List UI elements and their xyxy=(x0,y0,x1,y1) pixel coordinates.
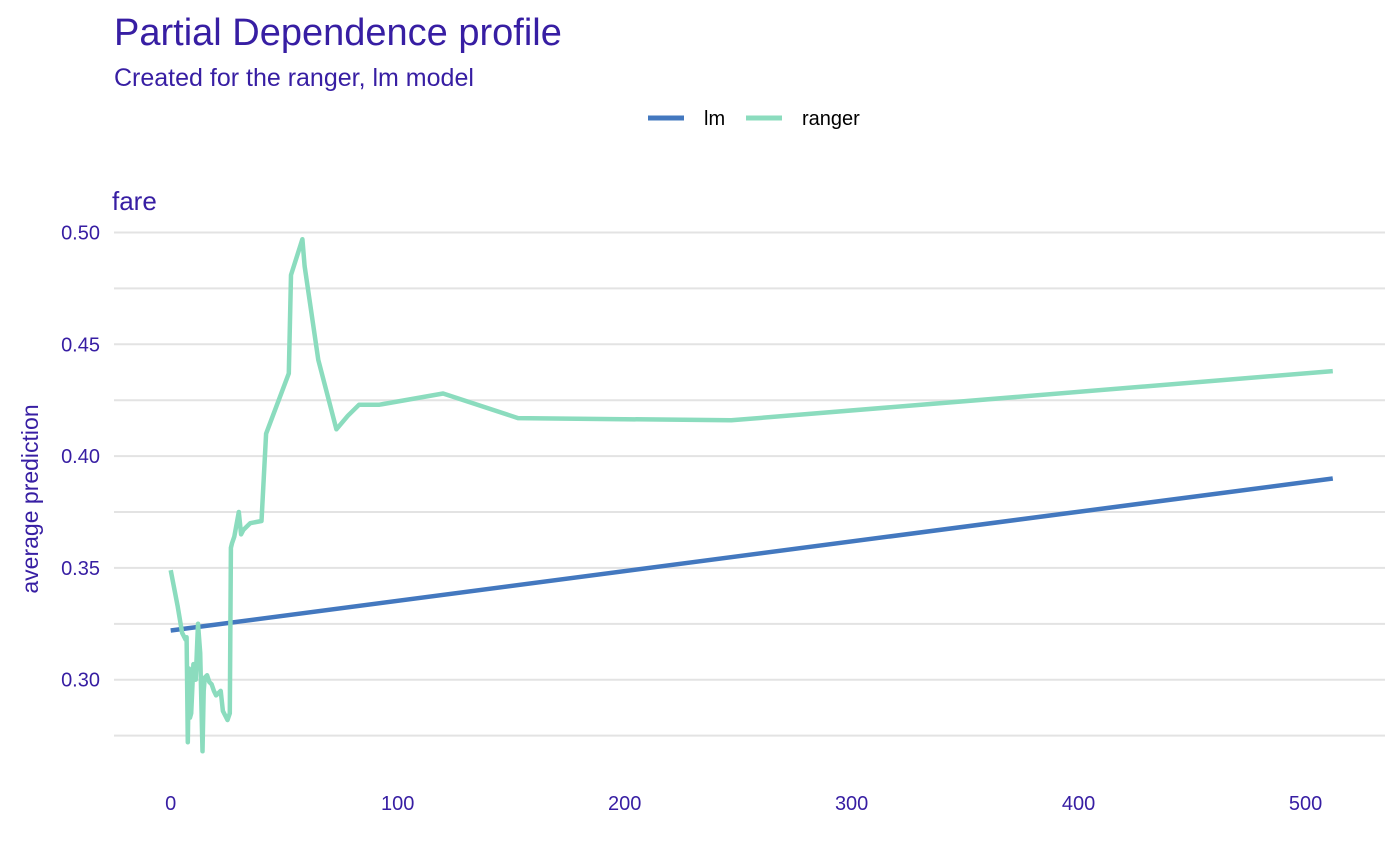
x-tick-label: 200 xyxy=(608,793,641,815)
x-tick-label: 0 xyxy=(165,793,176,815)
y-tick-label: 0.40 xyxy=(61,446,100,468)
chart-title: Partial Dependence profile xyxy=(114,12,562,54)
x-tick-label: 100 xyxy=(381,793,414,815)
x-tick-label: 300 xyxy=(835,793,868,815)
y-tick-label: 0.45 xyxy=(61,334,100,356)
facet-label: fare xyxy=(112,186,157,216)
legend-label-lm: lm xyxy=(704,108,725,130)
legend: lm ranger xyxy=(648,108,860,130)
legend-label-ranger: ranger xyxy=(802,108,860,130)
series-line-lm xyxy=(170,476,1334,633)
chart-subtitle: Created for the ranger, lm model xyxy=(114,64,474,92)
x-axis-ticks: 0 100 200 300 400 500 xyxy=(165,793,1322,815)
gridlines xyxy=(114,231,1385,737)
x-tick-label: 500 xyxy=(1289,793,1322,815)
series-lines xyxy=(168,236,1334,754)
y-axis-ticks: 0.30 0.35 0.40 0.45 0.50 xyxy=(61,222,100,691)
y-tick-label: 0.50 xyxy=(61,222,100,244)
x-tick-label: 400 xyxy=(1062,793,1095,815)
y-tick-label: 0.30 xyxy=(61,670,100,692)
y-tick-label: 0.35 xyxy=(61,558,100,580)
y-axis-label: average prediction xyxy=(17,404,43,593)
series-line-ranger xyxy=(168,236,1333,754)
